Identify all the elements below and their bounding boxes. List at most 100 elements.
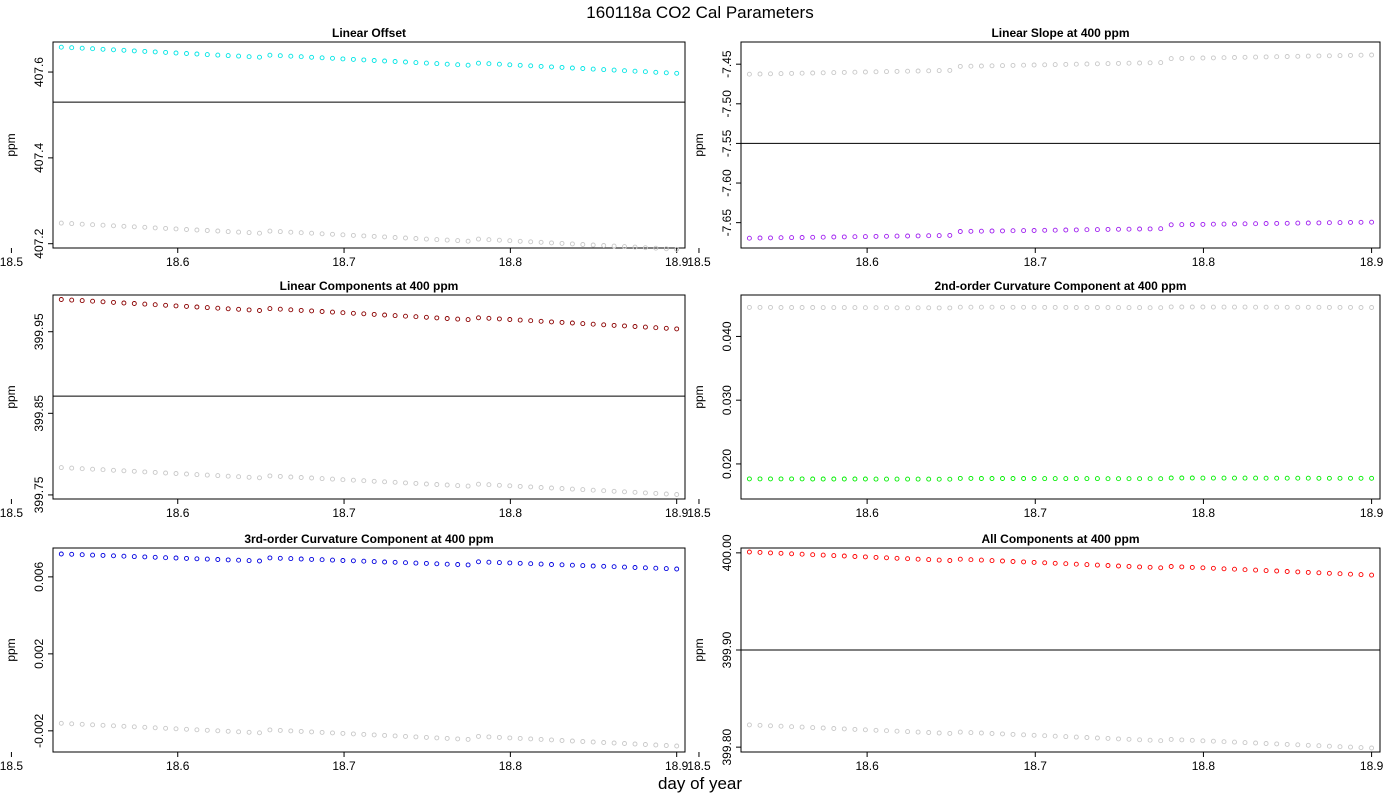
data-point — [382, 58, 388, 64]
data-point — [1073, 227, 1079, 233]
data-point — [936, 305, 942, 311]
data-point — [340, 730, 346, 736]
data-point — [862, 305, 868, 311]
data-point — [528, 63, 534, 69]
data-point — [1158, 565, 1164, 571]
data-point — [1337, 744, 1343, 750]
data-point — [392, 733, 398, 739]
data-point — [873, 305, 879, 311]
data-point — [1232, 739, 1237, 745]
data-point — [538, 239, 544, 245]
data-point — [1010, 304, 1016, 310]
data-point — [517, 483, 523, 489]
data-point — [1232, 55, 1237, 60]
data-point — [1052, 560, 1058, 566]
x-tick-label: 18.7 — [1024, 255, 1048, 269]
data-point — [957, 729, 963, 735]
x-tick-label: 18.9 — [1360, 759, 1384, 773]
data-point — [1348, 571, 1353, 577]
data-point — [100, 222, 106, 228]
data-point — [163, 555, 169, 561]
data-point — [580, 739, 586, 744]
data-point — [423, 314, 429, 320]
data-point — [69, 465, 75, 471]
data-point — [403, 59, 408, 65]
data-point — [111, 467, 116, 473]
data-point — [100, 467, 106, 473]
data-point — [1284, 220, 1290, 226]
data-point — [1063, 304, 1069, 310]
data-point — [142, 301, 148, 307]
x-tick-label: 18.8 — [1192, 255, 1216, 269]
data-point — [1126, 563, 1132, 569]
data-point — [1200, 55, 1206, 61]
data-point — [298, 307, 304, 313]
data-point — [1084, 227, 1090, 233]
data-point — [653, 245, 659, 251]
data-point — [267, 306, 273, 312]
data-point — [194, 472, 200, 478]
data-point — [1031, 228, 1037, 233]
data-point — [1326, 53, 1332, 59]
data-point — [1337, 53, 1343, 59]
data-point — [884, 305, 889, 311]
x-tick-label: 18.6 — [166, 759, 190, 773]
data-point — [111, 723, 116, 729]
data-point — [476, 559, 481, 565]
data-point — [173, 471, 179, 476]
data-point — [947, 558, 953, 563]
data-point — [288, 229, 294, 235]
data-point — [538, 318, 544, 324]
data-point — [1031, 476, 1037, 481]
data-point — [528, 561, 534, 567]
x-tick-label: 18.5 — [687, 506, 711, 520]
data-point — [1158, 305, 1164, 311]
data-point — [1274, 475, 1280, 481]
data-point — [947, 730, 953, 736]
data-point — [152, 225, 158, 231]
data-point — [852, 69, 858, 75]
data-point — [1147, 226, 1153, 232]
x-tick-label: 18.5 — [0, 759, 23, 773]
data-point — [894, 728, 900, 734]
data-point — [831, 70, 837, 76]
data-point — [915, 476, 921, 482]
x-tick-label: 18.8 — [499, 759, 523, 773]
data-point — [361, 731, 367, 737]
data-point — [936, 233, 942, 239]
x-tick-label: 18.6 — [166, 255, 190, 269]
data-point — [538, 485, 544, 490]
data-point — [173, 303, 179, 309]
data-point — [1021, 559, 1027, 565]
y-tick-label: -7.50 — [720, 90, 734, 118]
data-point — [184, 51, 189, 56]
plot-frame — [52, 294, 686, 500]
data-point — [1147, 476, 1153, 482]
data-point — [455, 316, 461, 322]
data-point — [361, 478, 367, 484]
data-point — [1084, 61, 1090, 67]
data-point — [757, 304, 763, 310]
data-point — [1137, 60, 1143, 66]
data-point — [852, 554, 858, 559]
data-point — [590, 739, 596, 745]
data-point — [1316, 304, 1322, 310]
data-point — [277, 53, 283, 59]
data-point — [131, 724, 137, 730]
data-point — [184, 227, 189, 232]
data-point — [309, 308, 315, 314]
data-point — [455, 62, 461, 68]
data-point — [163, 302, 169, 308]
data-point — [1010, 476, 1016, 481]
data-point — [330, 476, 335, 482]
data-point — [1242, 54, 1248, 60]
data-point — [1221, 221, 1227, 227]
data-point — [1105, 61, 1111, 67]
data-point — [968, 730, 974, 736]
data-point — [215, 52, 221, 58]
data-point — [79, 298, 85, 304]
data-point — [622, 68, 627, 74]
data-point — [611, 740, 617, 746]
data-point — [298, 54, 304, 60]
data-point — [371, 58, 377, 63]
